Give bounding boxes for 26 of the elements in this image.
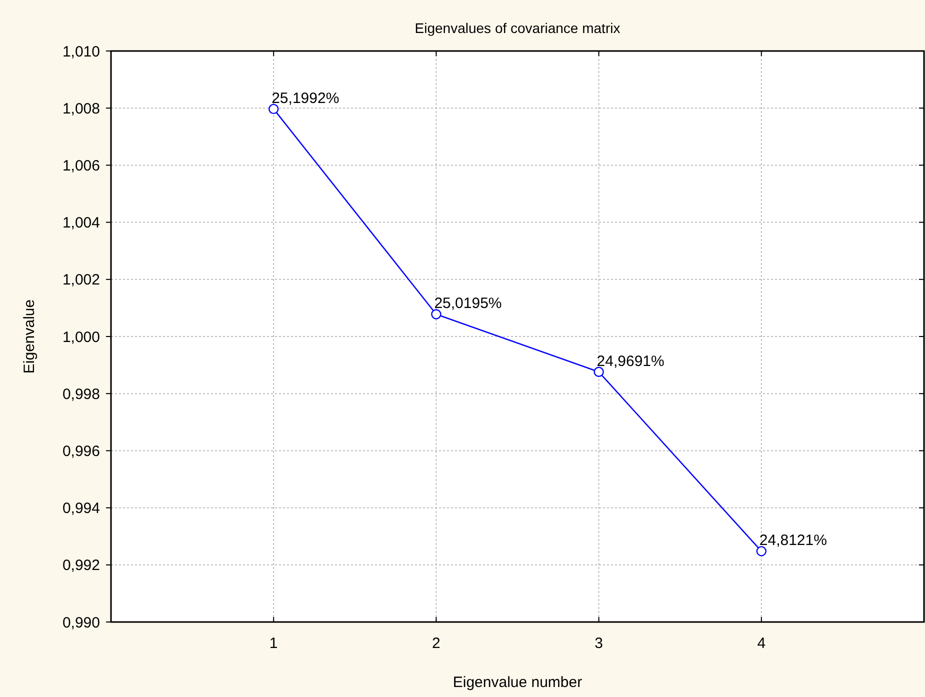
x-tick-label: 2 (432, 635, 440, 652)
y-tick-label: 1,000 (62, 328, 100, 346)
point (594, 366, 604, 377)
y-tick-label: 0,990 (62, 614, 100, 632)
y-tick-label: 0,994 (62, 500, 100, 518)
x-tick-label: 3 (594, 635, 603, 652)
y-tick-label: 1,006 (62, 157, 100, 174)
data-label: 25,1992% (272, 90, 340, 107)
point (431, 309, 442, 320)
y-tick-label: 0,996 (62, 442, 100, 460)
y-tick-label: 1,004 (62, 214, 100, 232)
y-tick-label: 1,002 (62, 272, 100, 289)
x-axis-title: Eigenvalue number (452, 674, 582, 691)
x-tick-label: 4 (757, 635, 766, 652)
point (268, 104, 279, 114)
y-axis-title: Eigenvalue (21, 299, 38, 374)
data-label: 24,8121% (759, 532, 827, 550)
y-tick-label: 1,008 (62, 100, 100, 118)
data-label: 25,0195% (434, 295, 502, 312)
y-tick-label: 0,992 (62, 557, 100, 574)
y-tick-label: 0,998 (62, 386, 100, 403)
data-label: 24,9691% (596, 352, 664, 370)
y-tick-label: 1,010 (62, 43, 100, 60)
chart-title: Eigenvalues of covariance matrix (414, 20, 620, 36)
point (756, 546, 766, 556)
x-tick-label: 1 (269, 635, 278, 652)
